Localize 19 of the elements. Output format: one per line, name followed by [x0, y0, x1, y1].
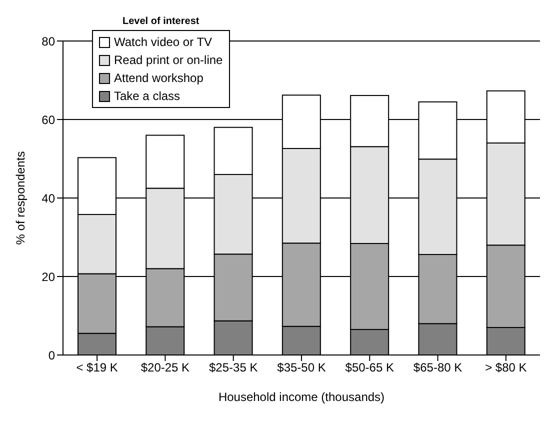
x-tick-label: $25-35 K	[209, 360, 258, 375]
x-tick-label: $35-50 K	[277, 360, 326, 375]
legend-label: Watch video or TV	[114, 34, 212, 51]
x-tick-label: $50-65 K	[345, 360, 394, 375]
y-tick-label: 80	[42, 34, 56, 48]
y-tick-label: 40	[42, 191, 56, 206]
x-axis-title: Household income (thousands)	[218, 390, 385, 404]
legend-label: Read print or on-line	[114, 52, 223, 69]
legend-label: Take a class	[114, 88, 180, 105]
x-tick-label: > $80 K	[485, 360, 527, 375]
x-tick-label: $20-25 K	[140, 360, 190, 375]
x-tick-label: < $19 K	[76, 360, 118, 375]
y-tick-label: 0	[48, 348, 56, 362]
legend-label: Attend workshop	[114, 70, 204, 87]
x-tick-label: $65-80 K	[413, 360, 462, 375]
y-tick-label: 60	[42, 112, 56, 127]
y-axis-title: % of respondents	[13, 151, 28, 245]
y-tick-label: 20	[42, 270, 56, 284]
legend-title: Level of interest	[122, 16, 200, 27]
